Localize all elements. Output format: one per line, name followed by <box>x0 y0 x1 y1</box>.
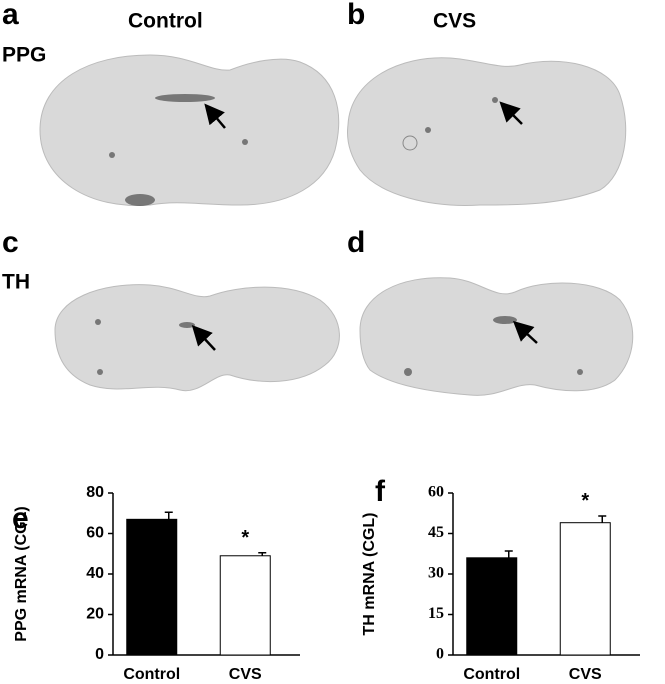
section-image <box>54 284 340 392</box>
x-tick-label: Control <box>123 666 180 683</box>
x-tick-label: CVS <box>229 666 262 683</box>
error-bar <box>258 551 267 556</box>
y-tick-label: 40 <box>86 565 104 582</box>
panel-letter: b <box>347 0 365 31</box>
panel-letter: e <box>12 502 29 535</box>
annotation: * <box>241 527 249 549</box>
y-axis-label: PPG mRNA (CGL) <box>13 506 30 641</box>
section-image <box>39 54 340 207</box>
y-tick-label: 20 <box>86 606 104 623</box>
error-bar <box>504 550 513 558</box>
y-tick-label: 80 <box>86 484 104 501</box>
row-label: TH <box>2 271 30 294</box>
panel-letter: d <box>347 226 365 259</box>
y-tick-label: 0 <box>95 646 104 663</box>
panel-letter: f <box>375 475 386 508</box>
column-heading: CVS <box>433 10 476 33</box>
bar <box>466 557 518 656</box>
panel-letter: a <box>2 0 19 31</box>
bar <box>219 555 271 656</box>
column-heading: Control <box>128 10 203 33</box>
y-tick-label: 45 <box>428 524 444 541</box>
y-tick-label: 0 <box>436 646 444 663</box>
x-tick-label: CVS <box>569 666 602 683</box>
panel-letter: c <box>2 226 19 259</box>
y-tick-label: 60 <box>428 484 444 501</box>
error-bar <box>164 511 173 520</box>
bar <box>559 522 611 656</box>
x-tick-label: Control <box>463 666 520 683</box>
row-label: PPG <box>2 44 46 67</box>
y-tick-label: 30 <box>428 565 444 582</box>
y-tick-label: 15 <box>428 605 444 622</box>
section-image <box>347 57 627 206</box>
section-image <box>359 277 634 396</box>
error-bar <box>598 515 607 523</box>
annotation: * <box>581 490 589 512</box>
y-axis-label: TH mRNA (CGL) <box>361 513 378 636</box>
bar <box>126 518 178 656</box>
y-tick-label: 60 <box>86 525 104 542</box>
